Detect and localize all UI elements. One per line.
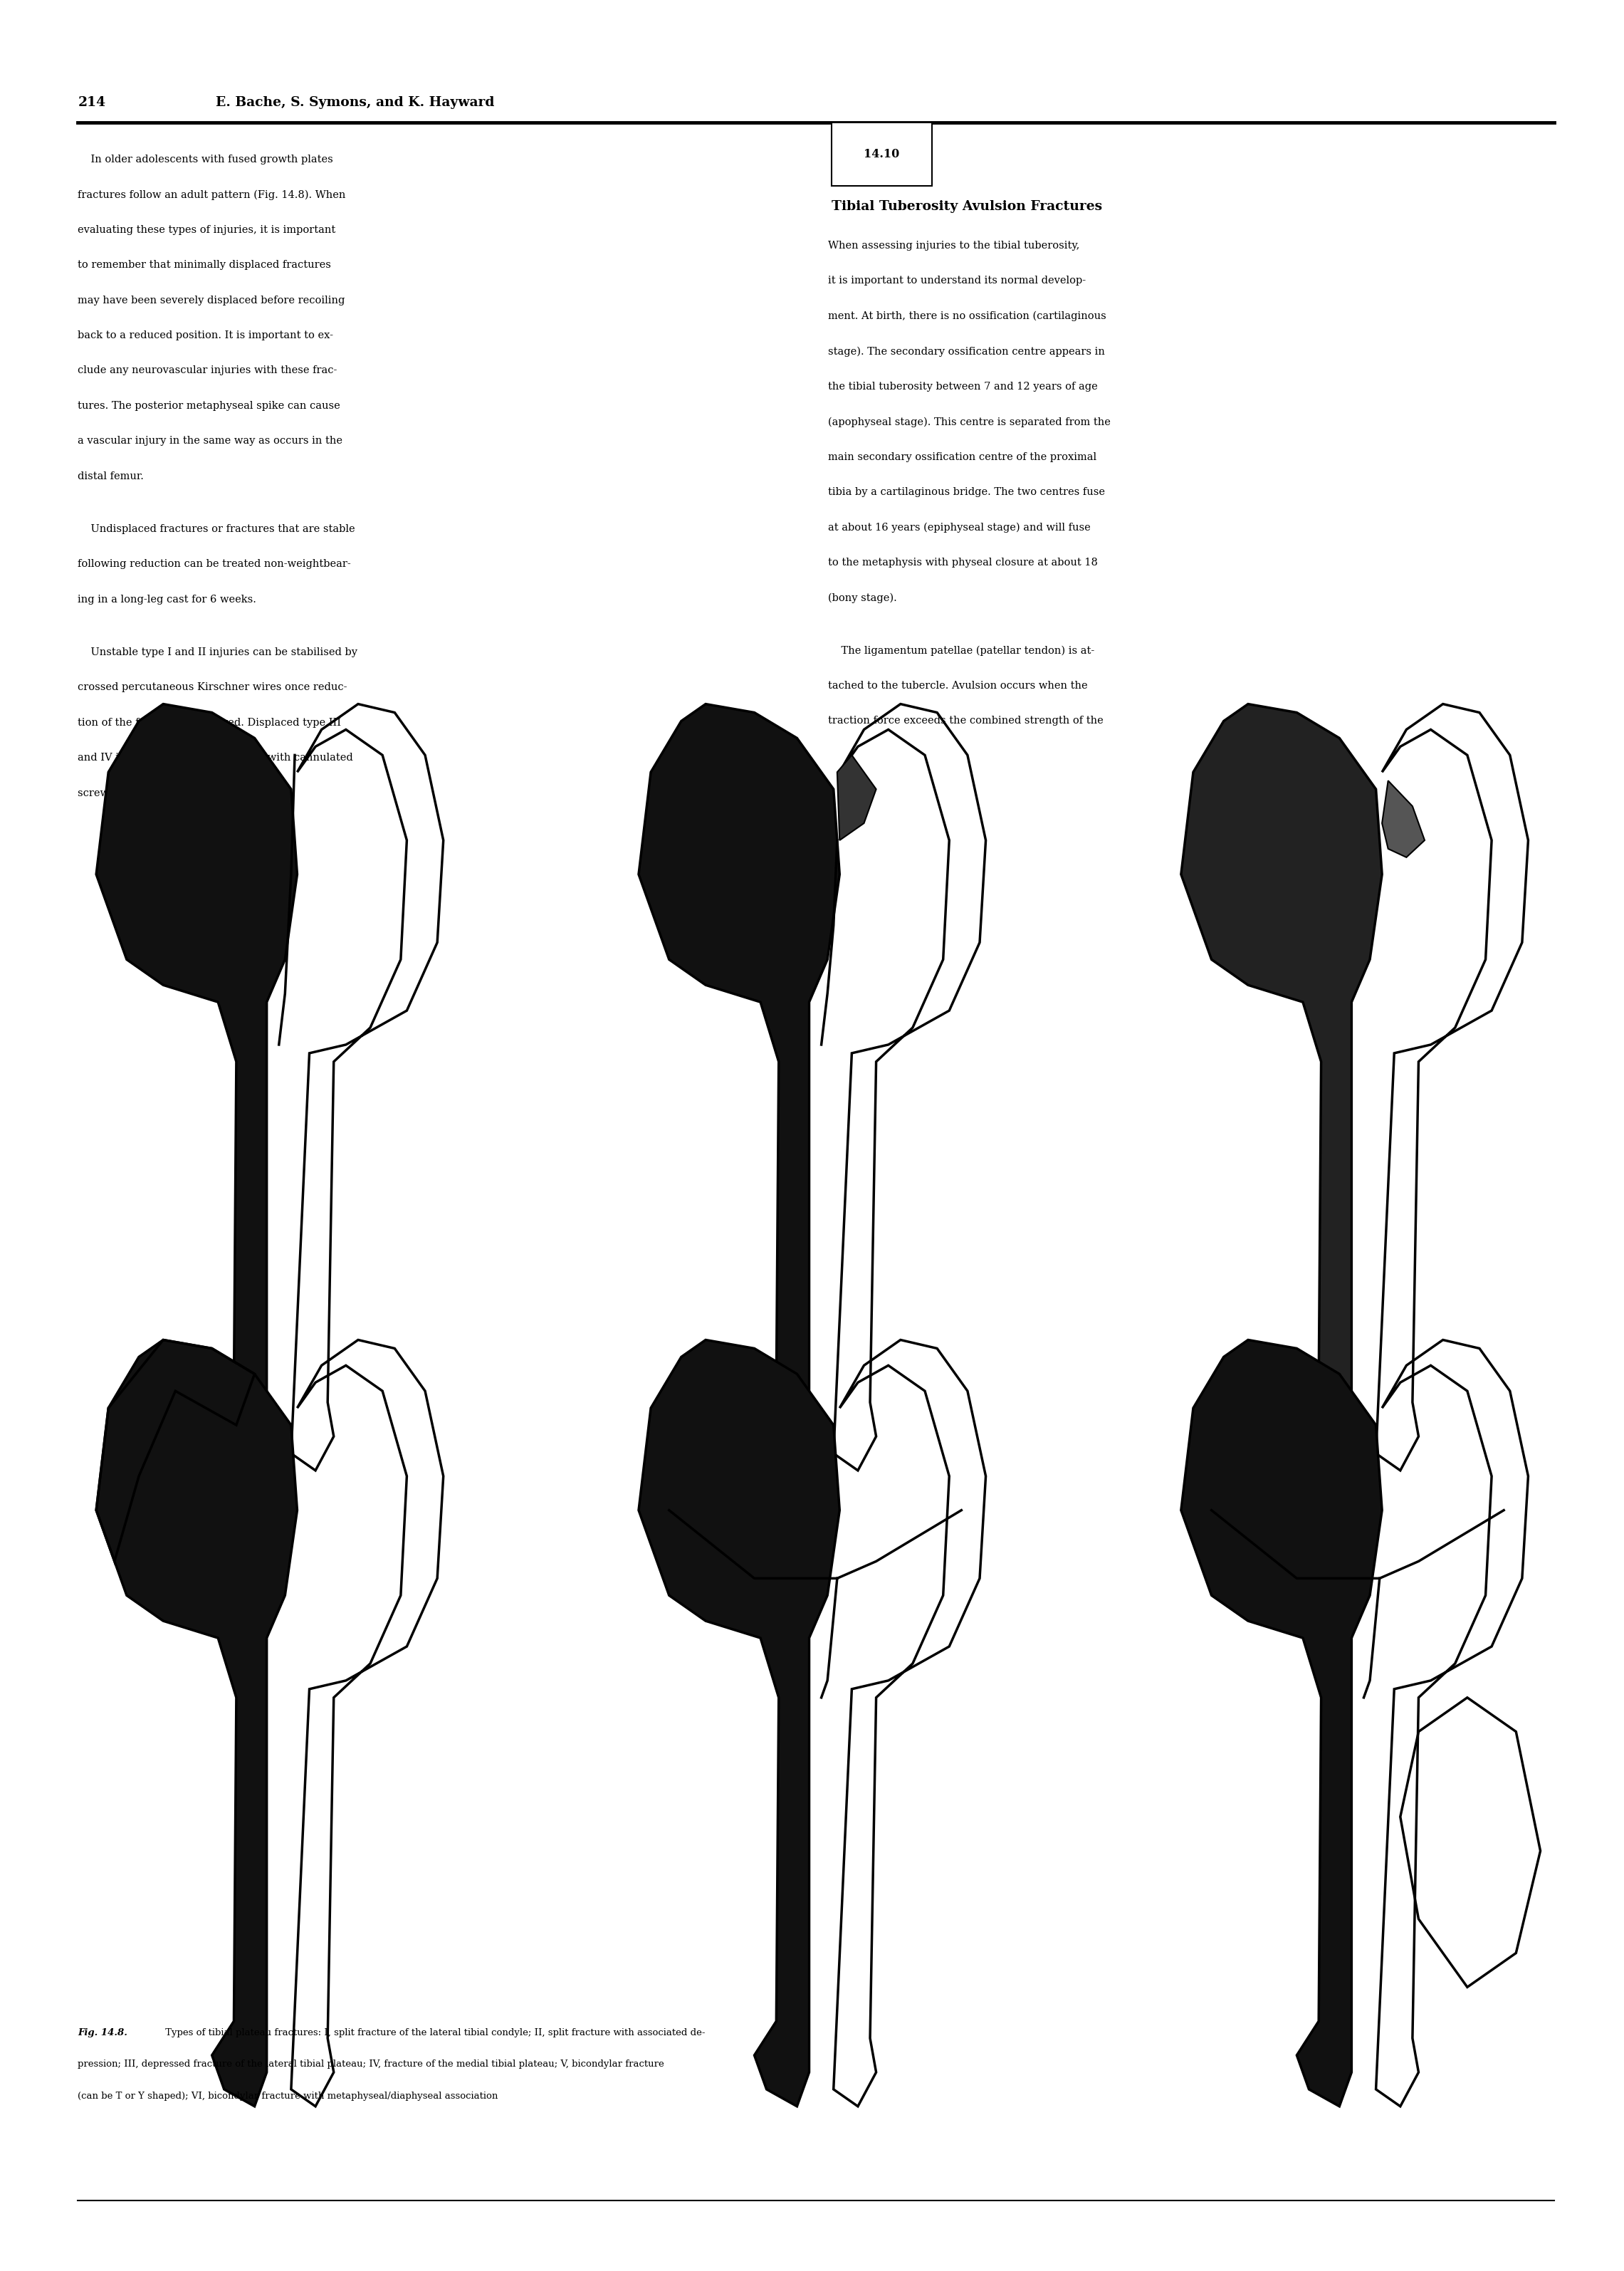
Text: (bony stage).: (bony stage). — [828, 593, 896, 604]
Polygon shape — [1181, 1340, 1382, 2107]
Text: pression; III, depressed fracture of the lateral tibial plateau; IV, fracture of: pression; III, depressed fracture of the… — [78, 2060, 664, 2069]
Text: IV: IV — [261, 1476, 284, 1494]
Text: to the metaphysis with physeal closure at about 18: to the metaphysis with physeal closure a… — [828, 556, 1098, 568]
Text: tures. The posterior metaphyseal spike can cause: tures. The posterior metaphyseal spike c… — [78, 400, 341, 411]
Text: ment. At birth, there is no ossification (cartilaginous: ment. At birth, there is no ossification… — [828, 311, 1106, 322]
Text: clude any neurovascular injuries with these frac-: clude any neurovascular injuries with th… — [78, 366, 338, 375]
Text: III: III — [1348, 858, 1367, 874]
Text: crossed percutaneous Kirschner wires once reduc-: crossed percutaneous Kirschner wires onc… — [78, 681, 348, 693]
Text: ing in a long-leg cast for 6 weeks.: ing in a long-leg cast for 6 weeks. — [78, 595, 257, 604]
Text: In older adolescents with fused growth plates: In older adolescents with fused growth p… — [78, 154, 333, 164]
Text: it is important to understand its normal develop-: it is important to understand its normal… — [828, 275, 1086, 286]
Text: I: I — [270, 858, 276, 874]
Text: Fig. 14.8.: Fig. 14.8. — [78, 2028, 128, 2037]
Text: a vascular injury in the same way as occurs in the: a vascular injury in the same way as occ… — [78, 436, 343, 445]
Polygon shape — [638, 1340, 840, 2107]
Text: tached to the tubercle. Avulsion occurs when the: tached to the tubercle. Avulsion occurs … — [828, 681, 1088, 690]
Text: tibia by a cartilaginous bridge. The two centres fuse: tibia by a cartilaginous bridge. The two… — [828, 486, 1106, 497]
Bar — [831, 123, 932, 186]
Text: The ligamentum patellae (patellar tendon) is at-: The ligamentum patellae (patellar tendon… — [828, 645, 1095, 656]
Text: V: V — [809, 1476, 822, 1494]
Text: at about 16 years (epiphyseal stage) and will fuse: at about 16 years (epiphyseal stage) and… — [828, 522, 1091, 534]
Polygon shape — [838, 756, 877, 840]
Text: main secondary ossification centre of the proximal: main secondary ossification centre of th… — [828, 452, 1096, 461]
Text: stage). The secondary ossification centre appears in: stage). The secondary ossification centr… — [828, 345, 1104, 357]
Polygon shape — [1382, 781, 1424, 856]
Text: tion of the fracture is achieved. Displaced type III: tion of the fracture is achieved. Displa… — [78, 718, 341, 727]
Text: Tibial Tuberosity Avulsion Fractures: Tibial Tuberosity Avulsion Fractures — [831, 200, 1103, 213]
Text: (can be T or Y shaped); VI, bicondylar fracture with metaphyseal/diaphyseal asso: (can be T or Y shaped); VI, bicondylar f… — [78, 2092, 499, 2101]
Polygon shape — [638, 704, 840, 1472]
Text: E. Bache, S. Symons, and K. Hayward: E. Bache, S. Symons, and K. Hayward — [216, 95, 495, 109]
Text: 14.10: 14.10 — [864, 148, 900, 161]
Text: 214: 214 — [78, 95, 106, 109]
Text: II: II — [809, 858, 822, 874]
Text: Undisplaced fractures or fractures that are stable: Undisplaced fractures or fractures that … — [78, 525, 356, 534]
Text: to remember that minimally displaced fractures: to remember that minimally displaced fra… — [78, 259, 331, 270]
Text: Types of tibial plateau fractures: I, split fracture of the lateral tibial condy: Types of tibial plateau fractures: I, sp… — [162, 2028, 705, 2037]
Text: (apophyseal stage). This centre is separated from the: (apophyseal stage). This centre is separ… — [828, 416, 1111, 427]
Polygon shape — [96, 1340, 297, 2107]
Text: Unstable type I and II injuries can be stabilised by: Unstable type I and II injuries can be s… — [78, 647, 357, 656]
Text: When assessing injuries to the tibial tuberosity,: When assessing injuries to the tibial tu… — [828, 241, 1080, 250]
Text: may have been severely displaced before recoiling: may have been severely displaced before … — [78, 295, 346, 304]
Text: following reduction can be treated non-weightbear-: following reduction can be treated non-w… — [78, 559, 351, 570]
Text: back to a reduced position. It is important to ex-: back to a reduced position. It is import… — [78, 329, 333, 341]
Text: fractures follow an adult pattern (Fig. 14.8). When: fractures follow an adult pattern (Fig. … — [78, 188, 346, 200]
Text: screw fixation.: screw fixation. — [78, 788, 156, 797]
Text: and IV injuries should be stabilised with cannulated: and IV injuries should be stabilised wit… — [78, 752, 354, 763]
Text: traction force exceeds the combined strength of the: traction force exceeds the combined stre… — [828, 715, 1104, 727]
Polygon shape — [96, 704, 297, 1472]
Text: evaluating these types of injuries, it is important: evaluating these types of injuries, it i… — [78, 225, 336, 234]
Text: the tibial tuberosity between 7 and 12 years of age: the tibial tuberosity between 7 and 12 y… — [828, 382, 1098, 391]
Text: VI: VI — [1346, 1476, 1369, 1494]
Text: distal femur.: distal femur. — [78, 470, 145, 481]
Polygon shape — [1181, 704, 1382, 1472]
